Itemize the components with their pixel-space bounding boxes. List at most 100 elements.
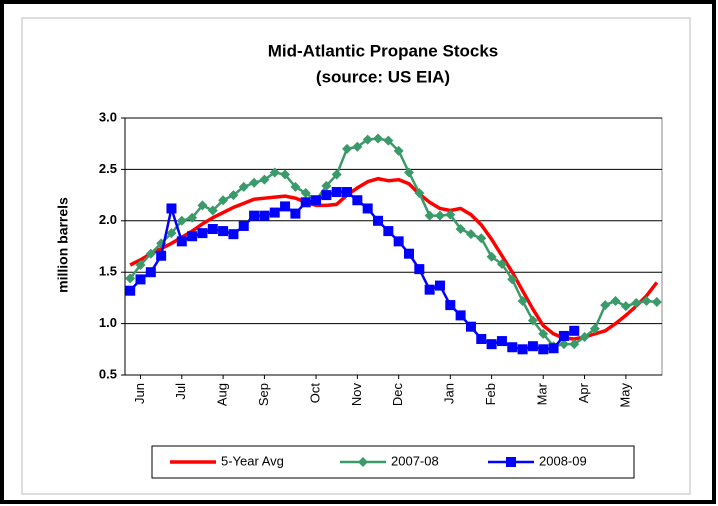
data-point	[589, 323, 600, 334]
data-point	[476, 233, 487, 244]
x-tick-label: Oct	[307, 383, 322, 404]
data-point	[207, 205, 218, 216]
x-tick-label: Aug	[215, 383, 230, 406]
x-tick-label: Jun	[132, 383, 147, 404]
data-point	[321, 190, 332, 201]
legend-box	[151, 445, 635, 479]
data-point	[135, 260, 146, 271]
series-line	[129, 137, 657, 348]
data-point	[383, 226, 394, 237]
x-tick-label: Sep	[256, 383, 271, 406]
data-point	[197, 200, 208, 211]
data-point	[362, 134, 373, 145]
data-point	[373, 133, 384, 144]
data-point	[145, 248, 156, 259]
data-point	[269, 207, 280, 218]
x-tick-label: Dec	[390, 383, 405, 407]
data-point	[569, 325, 580, 336]
data-point	[507, 274, 518, 285]
data-point	[538, 328, 549, 339]
data-point	[218, 195, 229, 206]
data-point	[362, 203, 373, 214]
data-point	[403, 248, 414, 259]
data-point	[218, 226, 229, 237]
data-point	[527, 341, 538, 352]
legend-label: 5-Year Avg	[221, 453, 284, 468]
data-point	[496, 258, 507, 269]
data-point	[465, 321, 476, 332]
data-point	[166, 228, 177, 239]
data-point	[197, 228, 208, 239]
data-point	[620, 301, 631, 312]
data-point	[207, 224, 218, 235]
data-point	[352, 141, 363, 152]
data-point	[558, 330, 569, 341]
data-point	[176, 236, 187, 247]
data-point	[238, 220, 249, 231]
chart-frame	[21, 17, 691, 495]
x-tick-label: May	[617, 383, 632, 408]
x-tick-label: Feb	[483, 383, 498, 405]
y-tick-label: 0.5	[99, 366, 117, 381]
data-point	[125, 273, 136, 284]
data-point	[249, 210, 260, 221]
data-point	[321, 180, 332, 191]
data-point	[486, 339, 497, 350]
x-tick-label: Apr	[576, 382, 591, 403]
data-point	[269, 167, 280, 178]
data-point	[187, 212, 198, 223]
data-point	[311, 195, 322, 206]
data-point	[445, 209, 456, 220]
data-point	[373, 215, 384, 226]
data-point	[455, 310, 466, 321]
data-point	[414, 264, 425, 275]
data-point	[558, 339, 569, 350]
data-point	[383, 135, 394, 146]
data-point	[290, 208, 301, 219]
series-line	[129, 176, 659, 341]
data-point	[445, 300, 456, 311]
data-point	[507, 342, 518, 353]
data-point	[414, 188, 425, 199]
data-point	[156, 250, 167, 261]
data-point	[300, 188, 311, 199]
data-point	[228, 229, 239, 240]
x-tick-label: Mar	[535, 382, 550, 405]
data-point	[579, 331, 590, 342]
data-point	[135, 274, 146, 285]
data-point	[331, 169, 342, 180]
data-point	[166, 203, 177, 214]
data-point	[517, 295, 528, 306]
data-point	[631, 298, 642, 309]
data-point	[331, 187, 342, 198]
data-point	[342, 187, 353, 198]
data-point	[145, 267, 156, 278]
x-tick-label: Jan	[442, 383, 457, 404]
legend-label: 2007-08	[391, 453, 439, 468]
legend-marker	[358, 457, 368, 467]
data-point	[342, 143, 353, 154]
data-point	[476, 334, 487, 345]
data-point	[290, 181, 301, 192]
data-point	[259, 210, 270, 221]
data-point	[434, 280, 445, 291]
data-point	[569, 339, 580, 350]
data-point	[455, 224, 466, 235]
y-axis-label: million barrels	[55, 197, 71, 293]
chart-subtitle: (source: US EIA)	[316, 67, 450, 86]
y-tick-label: 3.0	[99, 109, 117, 124]
chart-title: Mid-Atlantic Propane Stocks	[268, 41, 498, 60]
y-tick-label: 2.5	[99, 161, 117, 176]
data-point	[527, 315, 538, 326]
data-point	[125, 285, 136, 296]
data-point	[548, 343, 559, 354]
data-point	[352, 195, 363, 206]
data-point	[424, 284, 435, 295]
data-point	[393, 236, 404, 247]
data-point	[538, 344, 549, 355]
data-point	[610, 295, 621, 306]
data-point	[228, 190, 239, 201]
y-tick-label: 2.0	[99, 212, 117, 227]
